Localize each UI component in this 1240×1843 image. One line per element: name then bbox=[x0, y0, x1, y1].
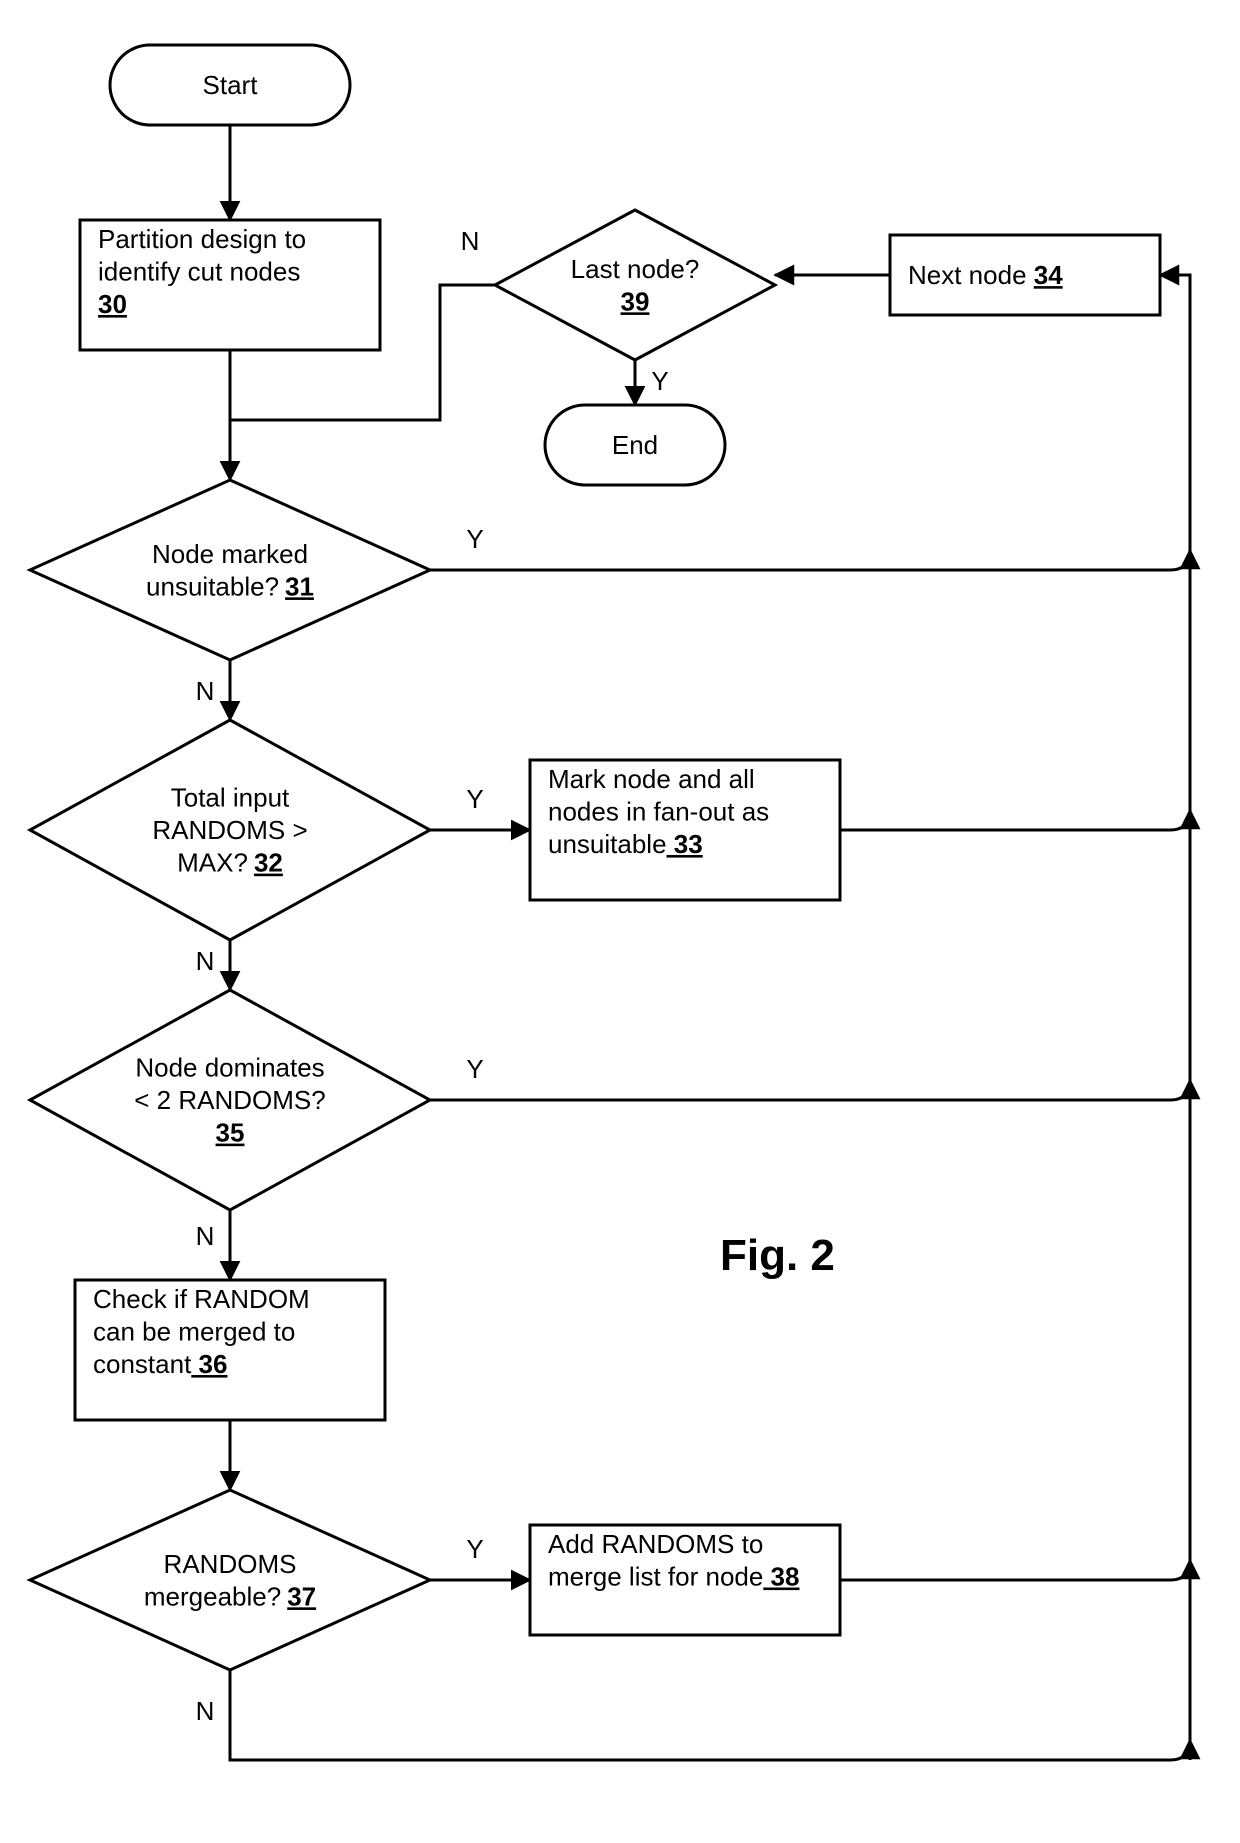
node-n31-line1: unsuitable?31 bbox=[146, 571, 314, 601]
node-end: End bbox=[545, 405, 725, 485]
node-n33-line1: nodes in fan-out as bbox=[548, 797, 769, 827]
edge-label-n37-n38: Y bbox=[466, 1534, 483, 1564]
node-n34: Next node 34 bbox=[890, 235, 1160, 315]
node-n35: Node dominates< 2 RANDOMS?35 bbox=[30, 990, 430, 1210]
node-n31: Node markedunsuitable?31 bbox=[30, 480, 430, 660]
node-start-line0: Start bbox=[203, 70, 259, 100]
node-n33-line2: unsuitable 33 bbox=[548, 829, 703, 859]
node-n30: Partition design toidentify cut nodes30 bbox=[80, 220, 380, 350]
edge-label-n39-end: Y bbox=[651, 366, 668, 396]
edge-n31-bus bbox=[430, 550, 1190, 570]
edge-label-n32-n33: Y bbox=[466, 784, 483, 814]
node-n35-line1: < 2 RANDOMS? bbox=[134, 1085, 325, 1115]
node-n39-ref: 39 bbox=[621, 286, 650, 316]
edge-label-n31-bus: Y bbox=[466, 524, 483, 554]
node-n37-line0: RANDOMS bbox=[164, 1549, 297, 1579]
edge-n38-bus bbox=[840, 1560, 1190, 1580]
node-n34-line0: Next node 34 bbox=[908, 260, 1063, 290]
edge-label-n39-merge30: N bbox=[461, 226, 480, 256]
node-n37-line1: mergeable?37 bbox=[144, 1581, 316, 1611]
edge-label-n35-n36: N bbox=[196, 1221, 215, 1251]
node-n33-line0: Mark node and all bbox=[548, 764, 755, 794]
node-n38-line1: merge list for node 38 bbox=[548, 1562, 799, 1592]
node-n36-line2: constant 36 bbox=[93, 1349, 227, 1379]
node-n33: Mark node and allnodes in fan-out asunsu… bbox=[530, 760, 840, 900]
nodes-layer: Start Partition design toidentify cut nod… bbox=[30, 45, 1160, 1670]
edge-n33-bus bbox=[840, 810, 1190, 830]
edge-bus-n34 bbox=[1160, 275, 1190, 1760]
node-n30-line1: identify cut nodes bbox=[98, 257, 300, 287]
node-n30-line0: Partition design to bbox=[98, 224, 306, 254]
edge-label-n31-n32: N bbox=[196, 676, 215, 706]
node-start: Start bbox=[110, 45, 350, 125]
edge-n37-bus bbox=[230, 1670, 1190, 1760]
node-n32: Total inputRANDOMS >MAX?32 bbox=[30, 720, 430, 940]
edges-layer: N N N N Y Y Y Y Y N bbox=[196, 125, 1190, 1760]
node-n30-ref: 30 bbox=[98, 289, 127, 319]
node-n36-line0: Check if RANDOM bbox=[93, 1284, 310, 1314]
edge-n35-bus bbox=[430, 1080, 1190, 1100]
node-n31-line0: Node marked bbox=[152, 539, 308, 569]
node-n35-ref: 35 bbox=[216, 1118, 245, 1148]
node-n32-line0: Total input bbox=[171, 783, 290, 813]
node-n36: Check if RANDOMcan be merged toconstant … bbox=[75, 1280, 385, 1420]
node-n38-line0: Add RANDOMS to bbox=[548, 1529, 763, 1559]
node-end-line0: End bbox=[612, 430, 658, 460]
node-n32-line1: RANDOMS > bbox=[152, 815, 307, 845]
node-n32-line2: MAX?32 bbox=[177, 848, 283, 878]
node-n39: Last node?39 bbox=[495, 210, 775, 360]
edge-label-n32-n35: N bbox=[196, 946, 215, 976]
node-n39-line0: Last node? bbox=[571, 254, 700, 284]
edge-label-n37-bus: N bbox=[196, 1696, 215, 1726]
node-n35-line0: Node dominates bbox=[135, 1053, 324, 1083]
edge-label-n35-bus: Y bbox=[466, 1054, 483, 1084]
node-n38: Add RANDOMS tomerge list for node 38 bbox=[530, 1525, 840, 1635]
node-n36-line1: can be merged to bbox=[93, 1317, 295, 1347]
figure-label: Fig. 2 bbox=[720, 1231, 835, 1280]
node-n37: RANDOMSmergeable?37 bbox=[30, 1490, 430, 1670]
